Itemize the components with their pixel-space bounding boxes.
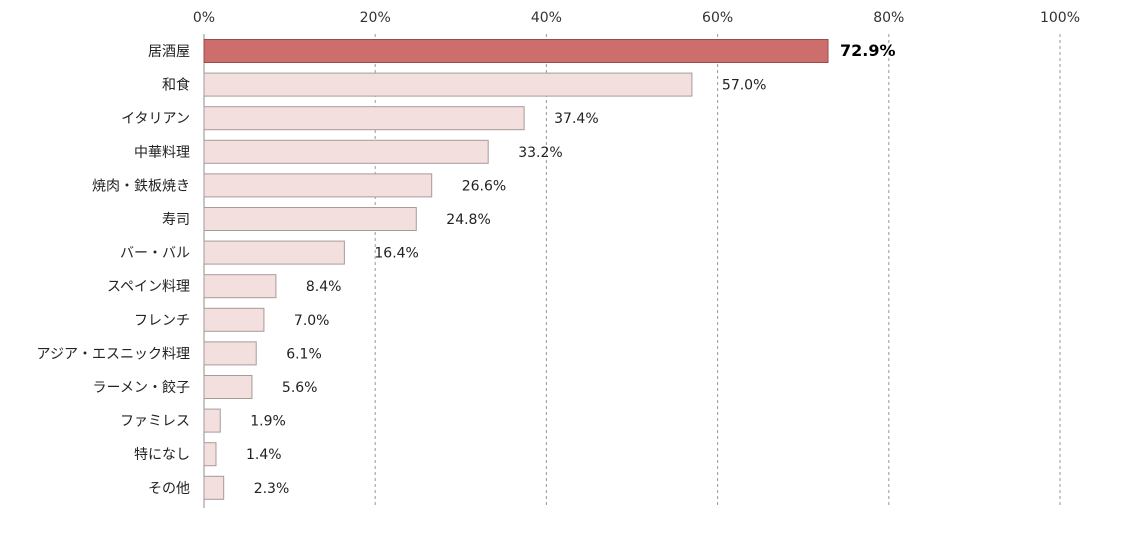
x-tick-label: 20% [360,10,391,26]
data-label: 6.1% [286,346,322,362]
category-label: スペイン料理 [107,279,190,295]
category-label: 居酒屋 [148,44,190,60]
data-label: 57.0% [722,78,766,94]
bar [203,341,257,366]
bar [203,173,433,198]
bar [203,442,217,467]
category-label: 中華料理 [134,145,190,161]
data-label: 2.3% [254,481,290,497]
category-label: イタリアン [121,111,190,127]
bar [203,408,221,433]
data-label: 16.4% [374,246,418,262]
category-label: 焼肉・鉄板焼き [92,178,190,194]
category-label: 特になし [134,447,190,463]
category-label: バー・バル [120,246,190,262]
bar [203,475,225,500]
x-tick-label: 40% [531,10,562,26]
data-label: 5.6% [282,380,318,396]
label-layer: 0% 20% 40% 60% 80% 100% 居酒屋 72.9% 和食 57.0% イタリアン 37… [37,10,1080,497]
bar-layer [203,39,829,500]
data-label: 8.4% [306,279,342,295]
data-label: 7.0% [294,313,330,329]
x-tick-label: 100% [1040,10,1080,26]
category-label: 寿司 [162,211,190,228]
x-tick-label: 60% [702,10,733,26]
category-label: ラーメン・餃子 [93,379,190,396]
bar [203,39,829,63]
data-label: 33.2% [518,145,562,161]
x-tick-label: 80% [873,10,904,26]
bar [203,72,693,97]
data-label: 37.4% [554,111,598,127]
bar [203,307,265,332]
bar [203,139,489,164]
bar [203,375,253,399]
category-label: その他 [148,481,190,497]
data-label: 24.8% [446,212,490,228]
bar [203,274,277,299]
category-label: アジア・エスニック料理 [37,346,190,362]
data-label: 1.9% [250,414,286,430]
bar [203,207,417,231]
category-label: ファミレス [120,414,190,430]
data-label: 1.4% [246,447,282,463]
bar [203,106,525,131]
category-label: フレンチ [134,313,190,329]
bar [203,240,345,265]
data-label: 72.9% [840,41,896,60]
category-label: 和食 [162,77,190,94]
x-tick-label: 0% [193,10,215,26]
data-label: 26.6% [462,178,506,194]
grid-layer [203,34,1061,508]
